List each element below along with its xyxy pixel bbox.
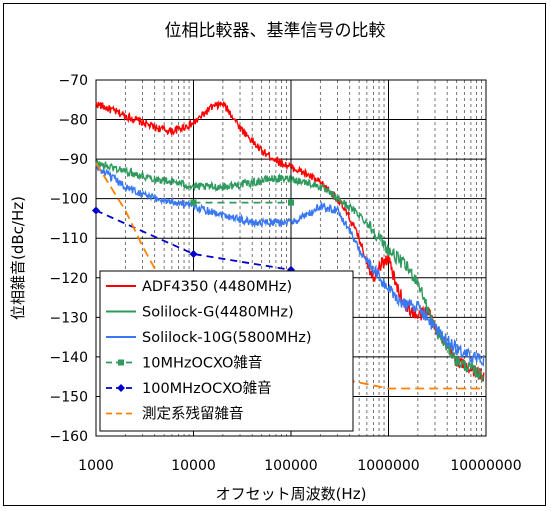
y-tick-label: −150 [50,389,88,405]
y-tick-label: −90 [58,152,88,168]
series-line [95,209,292,271]
x-tick-label: 1000000 [357,458,419,474]
series-point [288,199,294,206]
y-tick-label: −130 [50,310,88,326]
x-tick-label: 100000 [264,458,317,474]
x-tick-label: 1000 [78,458,114,474]
y-tick-label: −80 [58,113,88,129]
legend-label: 測定系残留雑音 [142,406,244,423]
series-point [190,199,197,206]
series-line [95,100,485,382]
y-axis-label: 位相雑音(dBc/Hz) [9,196,27,320]
series-line [95,163,485,367]
legend-label: Solilock-10G(5800MHz) [142,330,312,346]
series-point [189,250,198,259]
x-tick-label: 10000000 [450,458,521,474]
legend-label: Solilock-G(4480MHz) [142,305,294,321]
legend-frame [99,270,354,432]
plot-border [95,79,487,437]
series-line [95,158,485,384]
legend-marker [117,384,125,392]
chart-title: 位相比較器、基準信号の比較 [165,21,386,41]
y-tick-label: −100 [50,192,88,208]
x-tick-label: 10000 [171,458,216,474]
y-tick-label: −140 [50,350,88,366]
legend: ADF4350 (4480MHz) Solilock-G(4480MHz) Soli… [99,270,354,432]
legend-label: 10MHzOCXO雑音 [142,355,262,372]
y-tick-label: −120 [50,271,88,287]
series-line [95,162,486,390]
plot-series [92,100,486,390]
tick-labels: −70 −80 −90 −100 −110 −120 −130 −140 −150 −160 100… [50,73,522,474]
legend-marker [118,359,124,366]
y-tick-label: −160 [50,429,88,445]
y-tick-label: −110 [50,231,88,247]
series-point [92,206,100,215]
legend-label: 100MHzOCXO雑音 [142,380,272,397]
x-axis-label: オフセット周波数(Hz) [216,485,367,503]
y-tick-label: −70 [58,73,88,89]
legend-label: ADF4350 (4480MHz) [142,279,292,295]
